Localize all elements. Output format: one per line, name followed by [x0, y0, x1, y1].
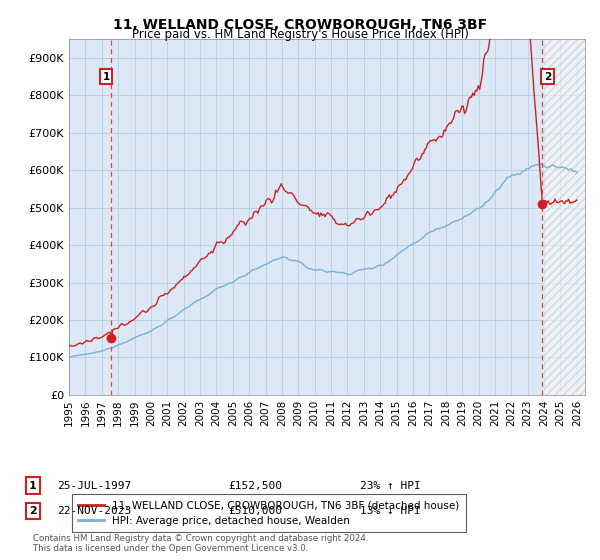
Text: 2: 2	[544, 72, 551, 82]
Text: 13% ↓ HPI: 13% ↓ HPI	[360, 506, 421, 516]
Text: 2: 2	[29, 506, 37, 516]
Bar	[544, 39, 585, 395]
Text: Contains HM Land Registry data © Crown copyright and database right 2024.
This d: Contains HM Land Registry data © Crown c…	[33, 534, 368, 553]
Text: 1: 1	[29, 480, 37, 491]
Text: 22-NOV-2023: 22-NOV-2023	[57, 506, 131, 516]
Text: Price paid vs. HM Land Registry's House Price Index (HPI): Price paid vs. HM Land Registry's House …	[131, 28, 469, 41]
Text: 11, WELLAND CLOSE, CROWBOROUGH, TN6 3BF: 11, WELLAND CLOSE, CROWBOROUGH, TN6 3BF	[113, 18, 487, 32]
Legend: 11, WELLAND CLOSE, CROWBOROUGH, TN6 3BF (detached house), HPI: Average price, de: 11, WELLAND CLOSE, CROWBOROUGH, TN6 3BF …	[71, 494, 466, 532]
Text: £510,000: £510,000	[228, 506, 282, 516]
Text: 23% ↑ HPI: 23% ↑ HPI	[360, 480, 421, 491]
Bar	[544, 39, 585, 395]
Text: 25-JUL-1997: 25-JUL-1997	[57, 480, 131, 491]
Text: £152,500: £152,500	[228, 480, 282, 491]
Text: 1: 1	[103, 72, 110, 82]
